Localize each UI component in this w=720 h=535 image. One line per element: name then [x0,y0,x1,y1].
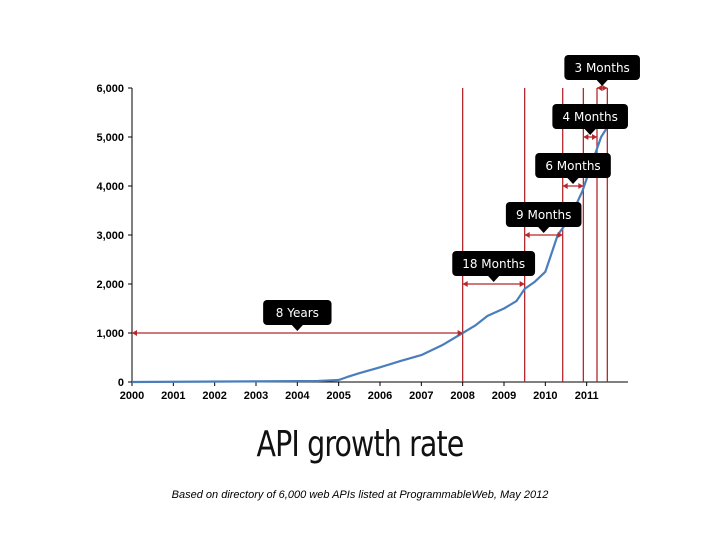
arrowhead-right [519,281,525,287]
y-tick-label: 4,000 [96,181,124,193]
x-tick-label: 2008 [450,390,474,402]
x-tick-label: 2007 [409,390,433,402]
callout-pointer [584,128,597,135]
callout-pointer [596,79,609,86]
callout-box [535,153,611,178]
callout-label: 6 Months [545,159,600,173]
chart-caption: Based on directory of 6,000 web APIs lis… [171,489,549,501]
callout-box [263,300,332,325]
callout-pointer [487,275,500,282]
callout-label: 4 Months [563,110,618,124]
callout-label: 3 Months [575,61,630,75]
chart-title: API growth rate [256,424,465,465]
callout-pointer [537,226,550,233]
y-tick-label: 6,000 [96,83,124,95]
callout-box [564,55,640,80]
x-tick-label: 2000 [120,390,144,402]
callout-box [505,202,582,227]
arrowhead-left [597,85,602,91]
callout-pointer [291,324,304,331]
y-tick-label: 2,000 [96,279,124,291]
callout-label: 9 Months [516,208,571,222]
callout-box [452,251,536,276]
arrowhead-left [462,281,468,287]
y-tick-label: 5,000 [96,132,124,144]
x-tick-label: 2005 [326,390,350,402]
callout-pointer [567,177,580,184]
api-growth-chart: 0 1,000 2,000 3,000 4,000 5,000 6,000 2000 2001 2… [96,55,640,402]
arrowhead-right [557,232,563,238]
arrowhead-right [457,330,463,336]
y-tick-label: 3,000 [96,230,124,242]
x-tick-label: 2001 [161,390,185,402]
arrowhead-left [132,330,137,336]
callout-box [552,104,628,129]
x-tick-label: 2009 [492,390,516,402]
x-tick-label: 2006 [368,390,392,402]
arrowhead-right [602,85,608,91]
arrowhead-left [562,183,568,189]
callout-label: 18 Months [462,257,525,271]
x-tick-label: 2011 [575,390,599,402]
y-tick-label: 0 [118,377,124,389]
x-tick-label: 2002 [202,390,226,402]
arrowhead-right [592,134,597,140]
y-tick-label: 1,000 [96,328,124,340]
arrowhead-right [578,183,584,189]
arrowhead-left [583,134,589,140]
x-tick-label: 2004 [285,390,310,402]
callout-label: 8 Years [276,306,319,320]
x-tick-label: 2010 [533,390,557,402]
arrowhead-left [524,232,530,238]
x-tick-label: 2003 [244,390,268,402]
